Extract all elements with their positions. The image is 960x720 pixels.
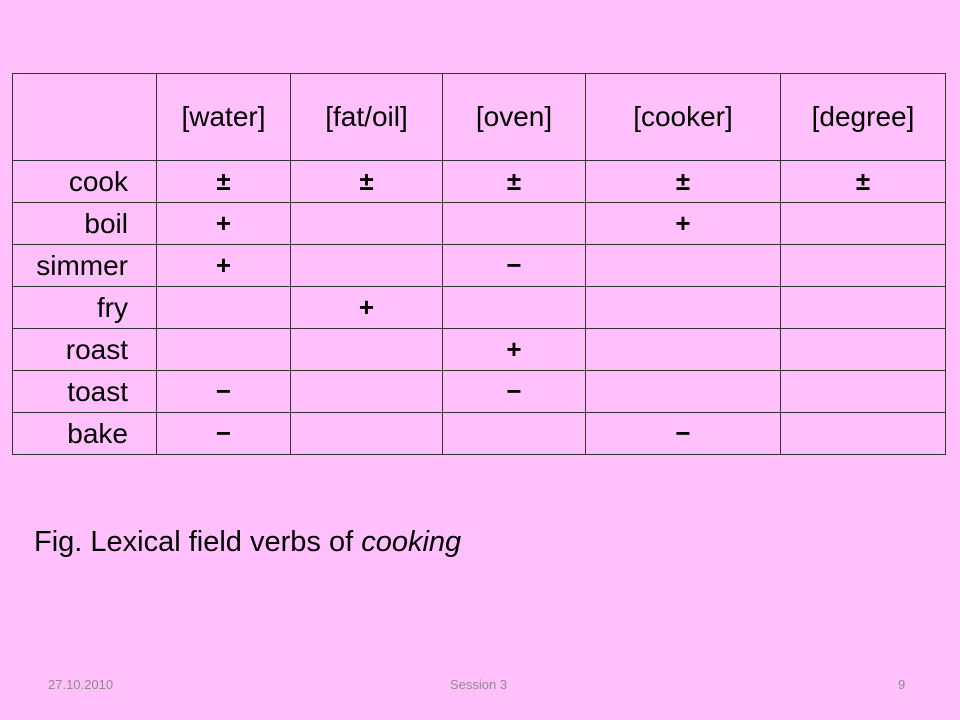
row-label-toast: toast <box>12 370 157 413</box>
row-label-roast: roast <box>12 328 157 371</box>
feature-cell <box>780 412 946 455</box>
feature-cell: − <box>156 370 291 413</box>
feature-cell <box>290 244 443 287</box>
table-row: fry + <box>12 286 946 329</box>
header-cell-corner <box>12 73 157 161</box>
feature-cell: ± <box>442 160 586 203</box>
feature-cell <box>442 286 586 329</box>
feature-cell: ± <box>585 160 781 203</box>
table-row: toast − − <box>12 370 946 413</box>
feature-cell <box>156 286 291 329</box>
row-label-fry: fry <box>12 286 157 329</box>
figure-caption: Fig. Lexical field verbs of cooking <box>34 526 461 559</box>
header-cell-cooker: [cooker] <box>585 73 781 161</box>
feature-cell: − <box>442 244 586 287</box>
feature-cell <box>585 328 781 371</box>
feature-cell <box>442 412 586 455</box>
lexical-field-table: [water] [fat/oil] [oven] [cooker] [degre… <box>12 73 946 455</box>
footer-session: Session 3 <box>450 677 508 692</box>
feature-cell: − <box>585 412 781 455</box>
table-header-row: [water] [fat/oil] [oven] [cooker] [degre… <box>12 73 946 161</box>
table-row: roast + <box>12 328 946 371</box>
feature-cell <box>585 244 781 287</box>
caption-text: Fig. Lexical field verbs of <box>34 526 362 558</box>
feature-cell: + <box>156 202 291 245</box>
header-cell-fat-oil: [fat/oil] <box>290 73 443 161</box>
header-cell-degree: [degree] <box>780 73 946 161</box>
feature-cell: ± <box>290 160 443 203</box>
table-row: boil + + <box>12 202 946 245</box>
feature-cell <box>290 370 443 413</box>
feature-cell: + <box>442 328 586 371</box>
feature-cell <box>585 286 781 329</box>
header-cell-water: [water] <box>156 73 291 161</box>
feature-cell <box>156 328 291 371</box>
caption-emphasis: cooking <box>361 526 462 558</box>
feature-cell <box>780 370 946 413</box>
feature-cell <box>585 370 781 413</box>
row-label-cook: cook <box>12 160 157 203</box>
table-row: simmer + − <box>12 244 946 287</box>
row-label-simmer: simmer <box>12 244 157 287</box>
row-label-bake: bake <box>12 412 157 455</box>
footer-date: 27.10.2010 <box>48 677 114 692</box>
feature-cell <box>290 202 443 245</box>
footer-page-number: 9 <box>898 677 906 692</box>
feature-cell: + <box>156 244 291 287</box>
feature-cell: − <box>442 370 586 413</box>
feature-cell <box>780 202 946 245</box>
table-row: cook ± ± ± ± ± <box>12 160 946 203</box>
feature-cell <box>290 328 443 371</box>
feature-cell <box>780 328 946 371</box>
feature-cell: ± <box>780 160 946 203</box>
feature-cell <box>780 286 946 329</box>
row-label-boil: boil <box>12 202 157 245</box>
feature-cell <box>780 244 946 287</box>
feature-cell <box>290 412 443 455</box>
feature-cell: + <box>585 202 781 245</box>
feature-cell: − <box>156 412 291 455</box>
feature-cell: ± <box>156 160 291 203</box>
feature-cell: + <box>290 286 443 329</box>
header-cell-oven: [oven] <box>442 73 586 161</box>
table-row: bake − − <box>12 412 946 455</box>
feature-cell <box>442 202 586 245</box>
